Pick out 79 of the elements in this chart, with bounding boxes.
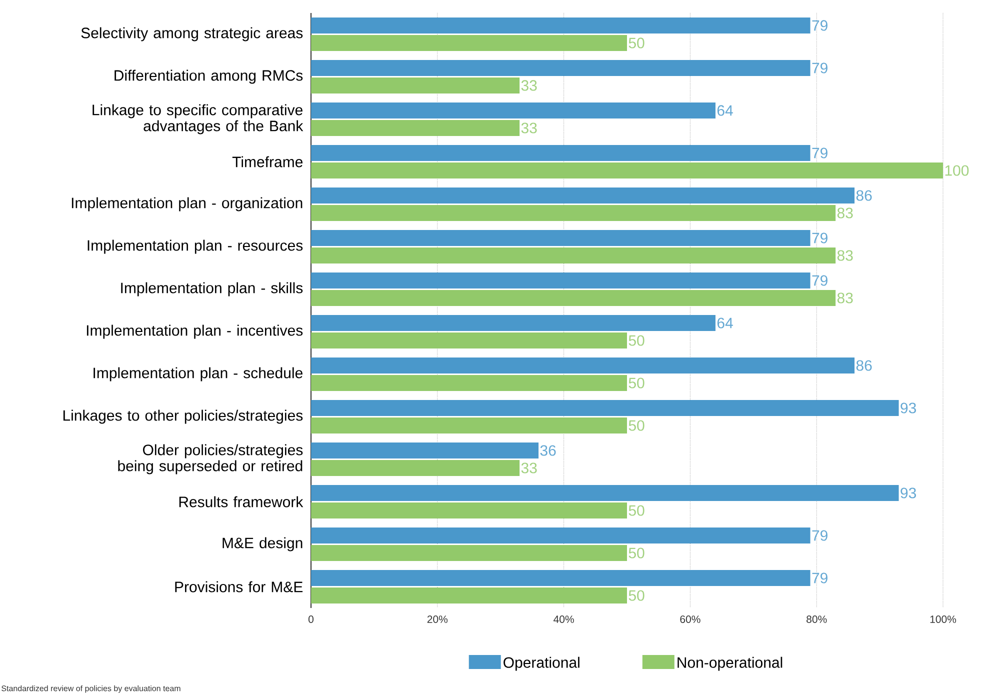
data-label: 50 bbox=[628, 335, 644, 346]
bar bbox=[311, 545, 628, 562]
data-label: 64 bbox=[717, 105, 733, 116]
data-label: 50 bbox=[628, 378, 644, 388]
data-label: 83 bbox=[837, 208, 853, 218]
data-label: 64 bbox=[717, 318, 733, 328]
y-tick-label: Linkages to other policies/strategies bbox=[63, 410, 303, 424]
y-tick-label: Provisions for M&E bbox=[175, 581, 303, 592]
text: Standardized review of policies by evaluation team bbox=[2, 685, 180, 693]
y-tick-label: Older policies/strategies being superseded or retired bbox=[118, 444, 303, 474]
data-label: 33 bbox=[521, 462, 537, 474]
y-tick-label: M&E design bbox=[222, 537, 302, 552]
data-label: 93 bbox=[900, 402, 916, 414]
bar bbox=[311, 35, 628, 51]
bar bbox=[311, 272, 810, 289]
y-tick-label: Implementation plan - incentives bbox=[86, 324, 303, 339]
data-label: 79 bbox=[812, 232, 828, 244]
data-label: 79 bbox=[812, 148, 828, 158]
y-tick-label: Linkage to specific comparative advantages of the Bank bbox=[92, 104, 304, 134]
bar bbox=[311, 248, 836, 264]
data-label: 50 bbox=[628, 590, 644, 601]
y-tick-label: Results framework bbox=[179, 496, 304, 508]
data-label: 33 bbox=[521, 80, 537, 91]
bar bbox=[311, 375, 628, 392]
x-tick-label: 60% bbox=[680, 616, 700, 623]
bar bbox=[311, 502, 628, 519]
data-label: 79 bbox=[812, 20, 828, 31]
data-label: 50 bbox=[628, 420, 644, 431]
bar bbox=[311, 290, 836, 306]
y-tick-label: Differentiation among RMCs bbox=[114, 70, 303, 84]
legend-label: Non-operational bbox=[678, 656, 782, 671]
data-label: 79 bbox=[812, 62, 828, 74]
x-tick-label: 80% bbox=[806, 616, 827, 623]
data-label: 83 bbox=[837, 250, 853, 261]
bar bbox=[311, 358, 855, 374]
bar bbox=[311, 102, 716, 118]
data-label: 33 bbox=[521, 122, 537, 134]
data-label: 86 bbox=[856, 190, 872, 201]
x-tick-label: 40% bbox=[554, 616, 574, 623]
bar bbox=[311, 485, 899, 502]
y-tick-label: Implementation plan - schedule bbox=[94, 367, 302, 382]
data-label: 86 bbox=[856, 360, 872, 371]
data-label: 79 bbox=[812, 530, 828, 541]
y-tick-label: Timeframe bbox=[232, 156, 303, 168]
y-tick-label: Implementation plan - organization bbox=[72, 197, 302, 212]
x-tick-label: 20% bbox=[427, 616, 448, 623]
bar bbox=[311, 18, 810, 34]
data-label: 50 bbox=[628, 38, 644, 48]
bar bbox=[311, 442, 539, 459]
bar bbox=[311, 570, 810, 586]
bar bbox=[311, 78, 520, 94]
y-tick-label: Implementation plan - skills bbox=[121, 282, 303, 296]
y-tick-label: Selectivity among strategic areas bbox=[81, 27, 303, 42]
data-label: 36 bbox=[540, 445, 556, 456]
data-label: 79 bbox=[812, 572, 828, 584]
bar bbox=[311, 60, 810, 76]
bar bbox=[311, 400, 899, 416]
bar bbox=[311, 528, 810, 544]
bar bbox=[311, 418, 628, 434]
y-tick-label: Implementation plan - resources bbox=[88, 240, 303, 254]
x-tick-label: 0 bbox=[308, 616, 314, 623]
bar bbox=[311, 588, 628, 604]
bar bbox=[311, 460, 520, 476]
data-label: 79 bbox=[812, 275, 828, 286]
bar bbox=[311, 315, 716, 331]
data-label: 100 bbox=[945, 165, 969, 176]
bar bbox=[311, 162, 944, 179]
bar bbox=[311, 230, 810, 246]
x-tick-label: 100% bbox=[930, 616, 956, 623]
data-label: 50 bbox=[628, 548, 644, 558]
legend-label: Operational bbox=[504, 656, 580, 671]
bar bbox=[311, 120, 520, 136]
bar bbox=[311, 205, 836, 221]
data-label: 50 bbox=[628, 505, 644, 516]
data-label: 83 bbox=[837, 292, 853, 304]
bar bbox=[311, 188, 855, 204]
bar bbox=[311, 332, 628, 349]
data-label: 93 bbox=[900, 488, 916, 498]
bar bbox=[311, 145, 810, 161]
